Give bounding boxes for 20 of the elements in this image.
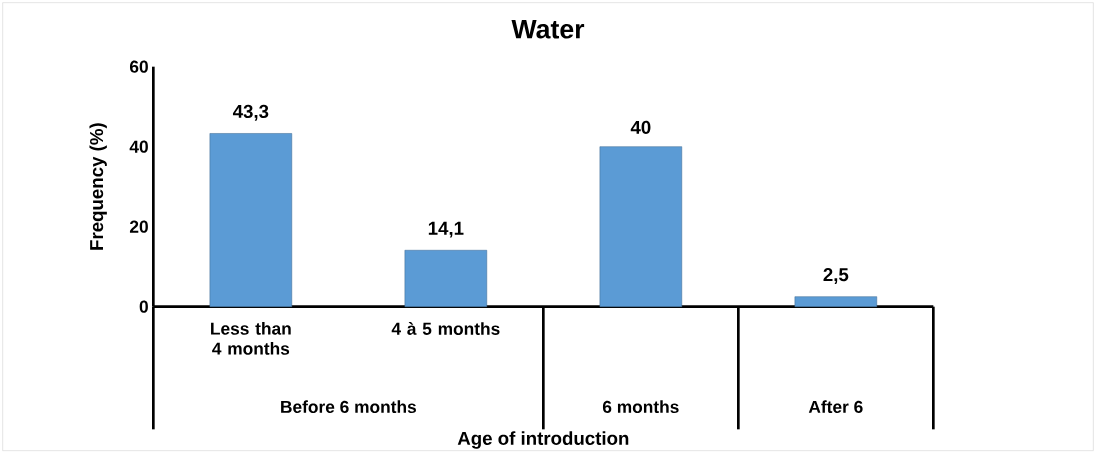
y-tick-label: 60 (129, 60, 148, 73)
bar (599, 146, 683, 307)
x-tick-label: 4 à 5 months (391, 321, 500, 335)
bar (794, 296, 878, 307)
bar (404, 249, 488, 307)
y-tick-label: 40 (129, 140, 148, 153)
x-axis-title: Age of introduction (457, 431, 629, 449)
data-label: 14,1 (428, 221, 464, 238)
y-tick-label: 0 (139, 300, 148, 313)
chart-title: Water (511, 19, 585, 39)
y-axis-title: Frequency (%) (89, 123, 107, 250)
x-tick-label: Less than 4 months (211, 321, 291, 355)
data-label: 43,3 (232, 104, 269, 121)
y-tick-label: 20 (129, 220, 148, 233)
text: After 6 (808, 400, 863, 413)
bar (209, 133, 293, 307)
text: Before 6 months (281, 400, 416, 413)
data-label: 40 (630, 120, 651, 134)
text: 6 months (602, 400, 679, 413)
data-label: 2,5 (823, 267, 849, 284)
